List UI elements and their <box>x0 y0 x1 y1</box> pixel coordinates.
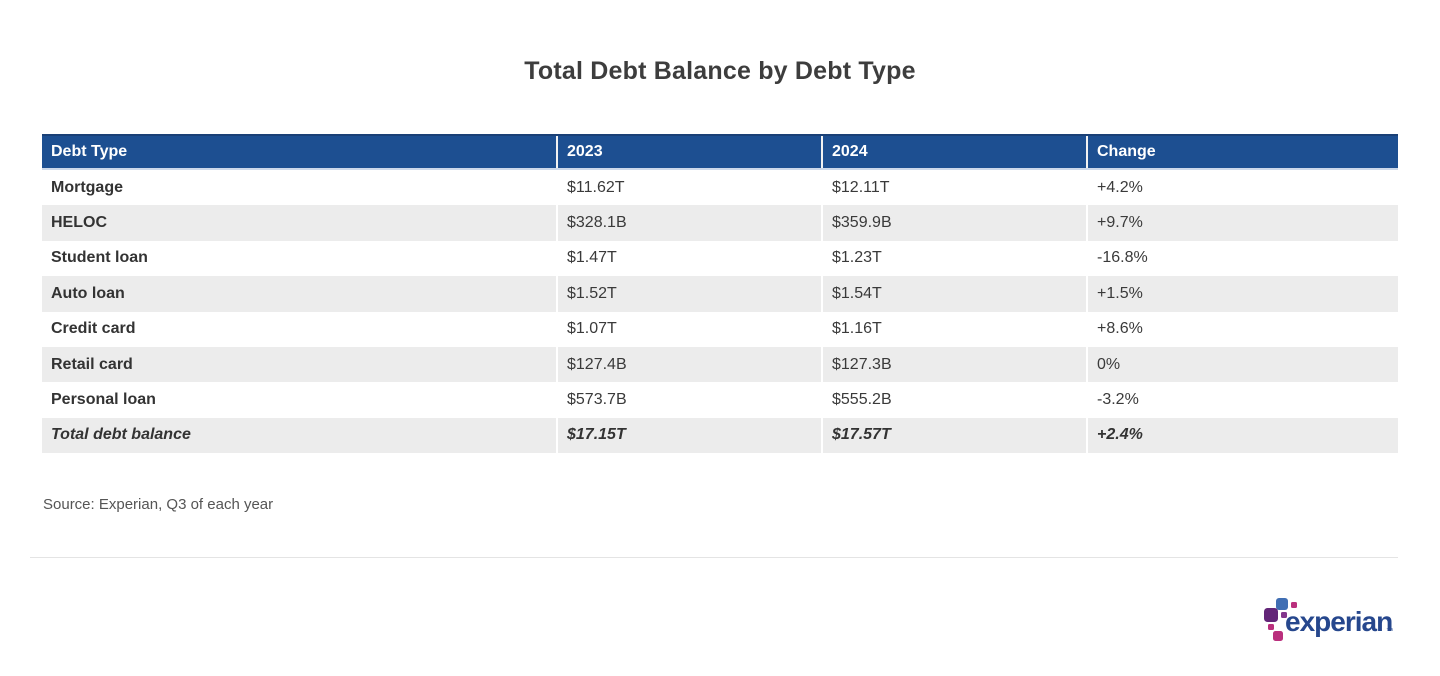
cell-change: +8.6% <box>1086 311 1398 347</box>
table-row: Retail card $127.4B $127.3B 0% <box>42 346 1398 383</box>
header-cell-2023: 2023 <box>556 134 822 170</box>
logo-square-purple-icon <box>1264 608 1278 622</box>
cell-change: +4.2% <box>1086 169 1398 206</box>
cell-2023: $1.47T <box>556 240 822 277</box>
header-cell-change: Change <box>1086 134 1398 170</box>
cell-2024: $1.16T <box>821 311 1087 347</box>
source-note: Source: Experian, Q3 of each year <box>43 496 274 513</box>
logo-square-blue-icon <box>1276 598 1288 610</box>
logo-square-violet-dot-icon <box>1281 612 1287 618</box>
cell-debt-type: Student loan <box>51 249 148 267</box>
divider-line <box>30 557 1398 558</box>
cell-debt-type: HELOC <box>51 214 107 232</box>
cell-2023: $11.62T <box>556 169 822 206</box>
cell-change: +9.7% <box>1086 205 1398 241</box>
cell-2023: $127.4B <box>556 346 822 383</box>
table-row: Mortgage $11.62T $12.11T +4.2% <box>42 169 1398 206</box>
cell-change: +1.5% <box>1086 276 1398 312</box>
cell-2024: $1.23T <box>821 240 1087 277</box>
cell-2023: $1.52T <box>556 276 822 312</box>
logo-trademark: ™ <box>1386 628 1393 635</box>
cell-2023: $573.7B <box>556 382 822 418</box>
debt-balance-table: Debt Type 2023 2024 Change Mortgage $11.… <box>42 134 1398 454</box>
logo-wordmark: experian <box>1285 606 1393 637</box>
cell-debt-type: Credit card <box>51 320 136 338</box>
table-row: Auto loan $1.52T $1.54T +1.5% <box>42 276 1398 312</box>
table-row-total: Total debt balance $17.15T $17.57T +2.4% <box>42 417 1398 454</box>
cell-2024: $12.11T <box>821 169 1087 206</box>
header-cell-2024: 2024 <box>821 134 1087 170</box>
cell-2023: $1.07T <box>556 311 822 347</box>
cell-debt-type: Auto loan <box>51 284 125 302</box>
cell-change: 0% <box>1086 346 1398 383</box>
table-body: Mortgage $11.62T $12.11T +4.2% HELOC $32… <box>42 169 1398 454</box>
logo-square-magenta-top-icon <box>1291 602 1297 608</box>
cell-debt-type: Mortgage <box>51 178 123 196</box>
table-row: Student loan $1.47T $1.23T -16.8% <box>42 240 1398 277</box>
cell-2023: $328.1B <box>556 205 822 241</box>
cell-debt-type: Personal loan <box>51 391 156 409</box>
cell-debt-type: Total debt balance <box>51 426 191 444</box>
cell-2024: $359.9B <box>821 205 1087 241</box>
cell-2024: $1.54T <box>821 276 1087 312</box>
header-cell-debt-type: Debt Type <box>42 134 557 170</box>
logo-square-magenta-bottom-icon <box>1273 631 1283 641</box>
cell-2024: $17.57T <box>821 417 1087 454</box>
table-row: HELOC $328.1B $359.9B +9.7% <box>42 205 1398 241</box>
table-header: Debt Type 2023 2024 Change <box>42 134 1398 170</box>
table-row: Personal loan $573.7B $555.2B -3.2% <box>42 382 1398 418</box>
page-title: Total Debt Balance by Debt Type <box>524 57 916 85</box>
cell-change: +2.4% <box>1086 417 1398 454</box>
table-row: Credit card $1.07T $1.16T +8.6% <box>42 311 1398 347</box>
cell-change: -16.8% <box>1086 240 1398 277</box>
cell-2023: $17.15T <box>556 417 822 454</box>
cell-change: -3.2% <box>1086 382 1398 418</box>
experian-logo: experian ™ <box>1262 594 1394 650</box>
cell-2024: $555.2B <box>821 382 1087 418</box>
header-row: Debt Type 2023 2024 Change <box>42 134 1398 170</box>
cell-2024: $127.3B <box>821 346 1087 383</box>
logo-square-magenta-small-icon <box>1268 624 1274 630</box>
cell-debt-type: Retail card <box>51 355 133 373</box>
